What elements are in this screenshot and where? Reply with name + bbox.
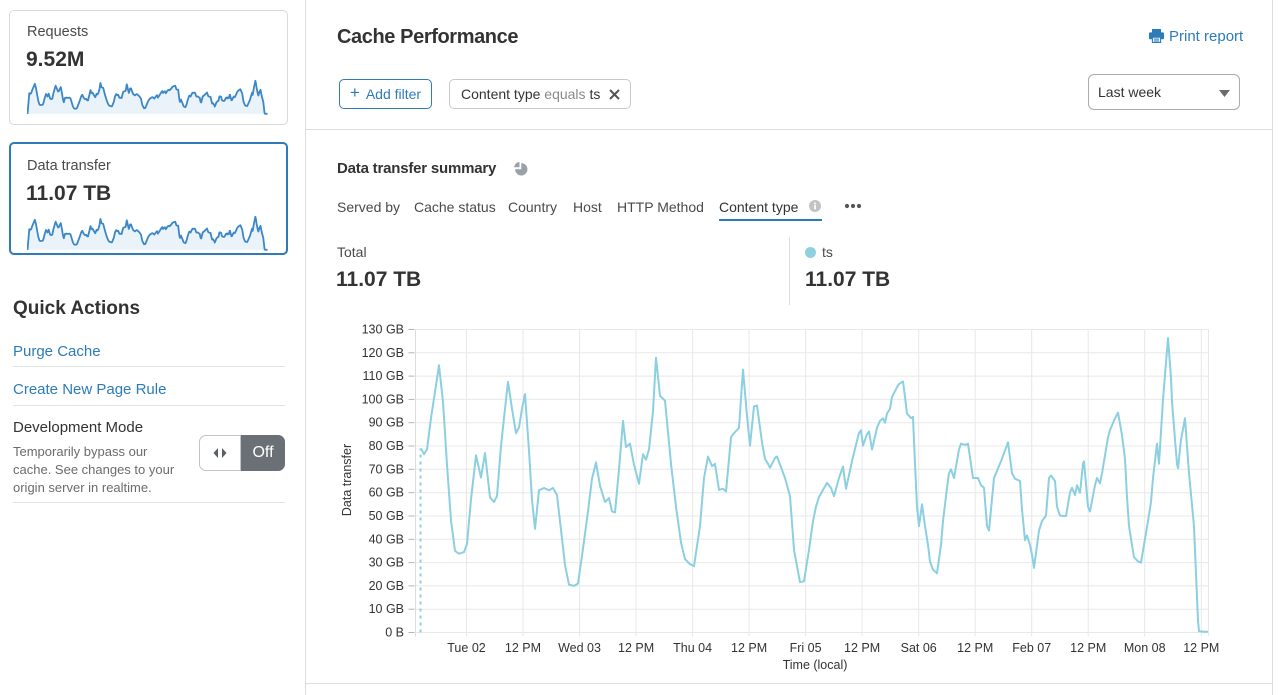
- svg-text:10 GB: 10 GB: [369, 602, 404, 616]
- svg-text:60 GB: 60 GB: [369, 486, 404, 500]
- svg-text:70 GB: 70 GB: [369, 462, 404, 476]
- svg-text:Tue 02: Tue 02: [447, 641, 486, 655]
- svg-text:50 GB: 50 GB: [369, 509, 404, 523]
- svg-text:Sat 06: Sat 06: [901, 641, 937, 655]
- svg-text:20 GB: 20 GB: [369, 579, 404, 593]
- svg-text:40 GB: 40 GB: [369, 532, 404, 546]
- svg-text:120 GB: 120 GB: [362, 346, 404, 360]
- svg-text:Time (local): Time (local): [783, 658, 848, 672]
- svg-text:12 PM: 12 PM: [618, 641, 654, 655]
- svg-text:Fri 05: Fri 05: [790, 641, 822, 655]
- svg-text:110 GB: 110 GB: [363, 369, 404, 383]
- svg-text:12 PM: 12 PM: [957, 641, 993, 655]
- svg-text:12 PM: 12 PM: [1070, 641, 1106, 655]
- svg-text:12 PM: 12 PM: [731, 641, 767, 655]
- svg-text:Thu 04: Thu 04: [673, 641, 712, 655]
- svg-text:12 PM: 12 PM: [1183, 641, 1219, 655]
- svg-text:100 GB: 100 GB: [362, 392, 404, 406]
- svg-text:Data transfer: Data transfer: [340, 444, 354, 516]
- svg-text:12 PM: 12 PM: [505, 641, 541, 655]
- svg-text:Feb 07: Feb 07: [1012, 641, 1051, 655]
- svg-text:130 GB: 130 GB: [362, 323, 404, 337]
- svg-text:80 GB: 80 GB: [369, 439, 404, 453]
- svg-text:90 GB: 90 GB: [369, 416, 404, 430]
- svg-text:Mon 08: Mon 08: [1124, 641, 1166, 655]
- svg-text:12 PM: 12 PM: [844, 641, 880, 655]
- svg-text:Wed 03: Wed 03: [558, 641, 601, 655]
- svg-text:0 B: 0 B: [385, 626, 404, 640]
- svg-text:30 GB: 30 GB: [369, 556, 404, 570]
